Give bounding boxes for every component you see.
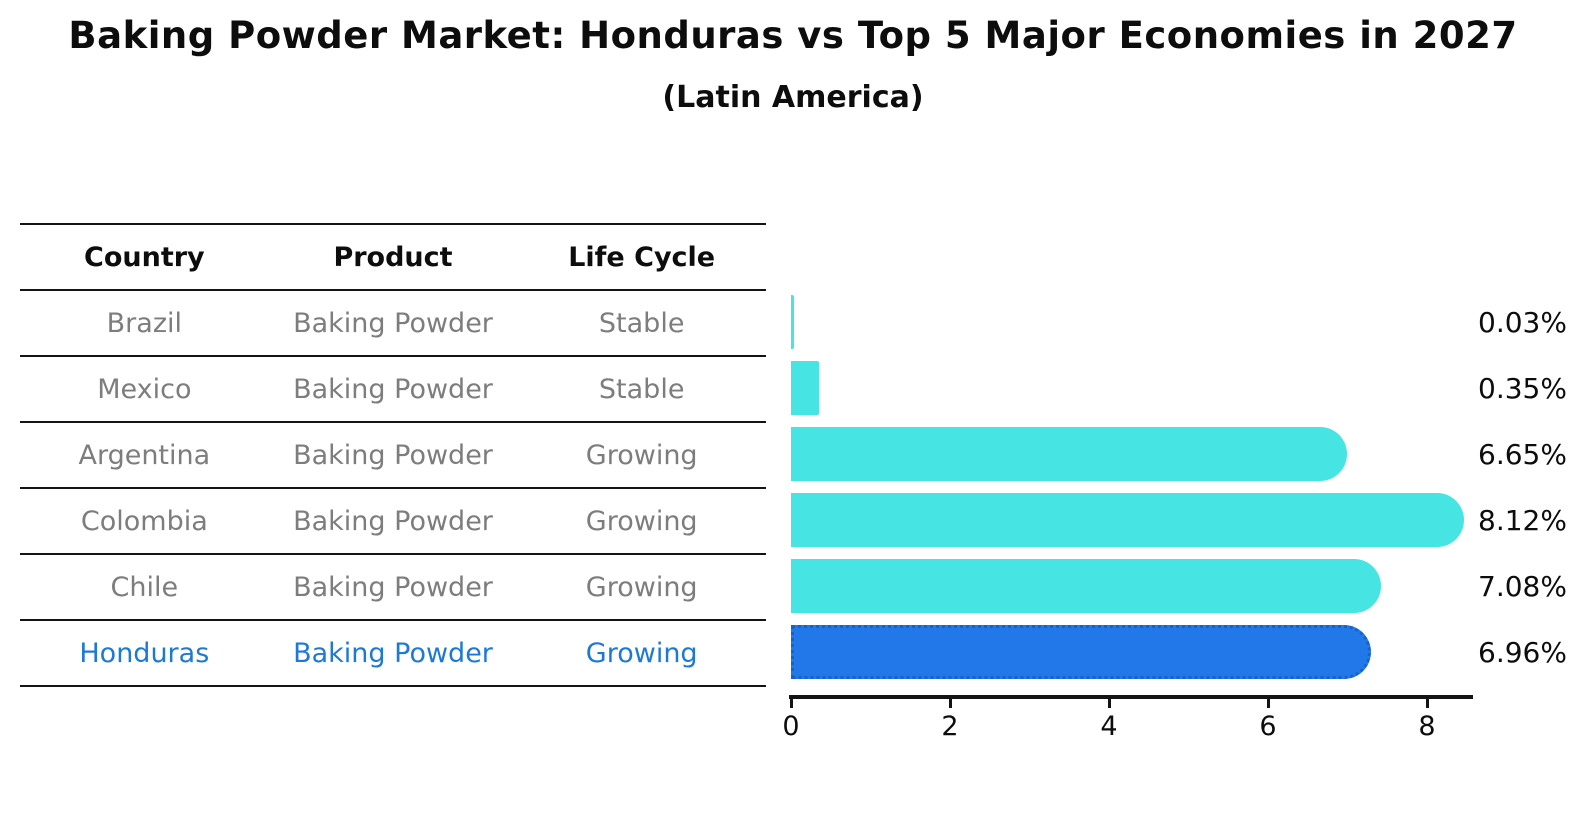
cell-country: Honduras (79, 637, 210, 669)
x-axis-tick-label: 8 (1418, 711, 1436, 742)
x-axis-tick (948, 699, 952, 708)
cell-lifecycle: Stable (598, 373, 685, 405)
table-row-chile: Chile Baking Powder Growing (20, 555, 766, 621)
value-label-honduras: 6.96% (1478, 635, 1567, 669)
bar-argentina (791, 427, 1347, 481)
bar-honduras (791, 625, 1372, 679)
cell-product: Baking Powder (293, 439, 493, 471)
value-label-argentina: 6.65% (1478, 437, 1567, 471)
chart-title: Baking Powder Market: Honduras vs Top 5 … (68, 14, 1518, 57)
bar-chile (791, 559, 1381, 613)
cell-country: Mexico (97, 373, 192, 405)
table-header-lifecycle: Life Cycle (568, 241, 716, 273)
value-label-chile: 7.08% (1478, 569, 1567, 603)
table-row-mexico: Mexico Baking Powder Stable (20, 357, 766, 423)
x-axis-tick (1266, 699, 1270, 708)
table-row-honduras: Honduras Baking Powder Growing (20, 621, 766, 687)
cell-lifecycle: Growing (585, 439, 698, 471)
table-header-country: Country (84, 241, 205, 273)
table-row-colombia: Colombia Baking Powder Growing (20, 489, 766, 555)
x-axis-line (789, 695, 1473, 699)
cell-product: Baking Powder (293, 505, 493, 537)
x-axis-tick (1425, 699, 1429, 708)
table-header-row: Country Product Life Cycle (20, 225, 766, 291)
x-axis-tick-label: 2 (941, 711, 959, 742)
comparison-table: Country Product Life Cycle Brazil Baking… (20, 223, 766, 687)
x-axis-tick-label: 4 (1100, 711, 1118, 742)
table-row-brazil: Brazil Baking Powder Stable (20, 291, 766, 357)
bar-colombia (791, 493, 1464, 547)
value-label-brazil: 0.03% (1478, 305, 1567, 339)
cell-lifecycle: Growing (585, 637, 698, 669)
x-axis-tick-label: 6 (1259, 711, 1277, 742)
bar-mexico (791, 361, 819, 415)
cell-product: Baking Powder (293, 637, 493, 669)
cell-country: Brazil (106, 307, 183, 339)
cell-product: Baking Powder (293, 571, 493, 603)
x-axis-tick-label: 0 (782, 711, 800, 742)
cell-product: Baking Powder (293, 373, 493, 405)
table-header-product: Product (333, 241, 453, 273)
cell-lifecycle: Stable (598, 307, 685, 339)
cell-lifecycle: Growing (585, 571, 698, 603)
chart-subtitle: (Latin America) (662, 80, 924, 115)
bar-brazil (791, 295, 794, 349)
cell-lifecycle: Growing (585, 505, 698, 537)
cell-country: Argentina (78, 439, 211, 471)
cell-country: Colombia (80, 505, 208, 537)
x-axis-tick (789, 699, 793, 708)
x-axis-tick (1107, 699, 1111, 708)
value-label-mexico: 0.35% (1478, 371, 1567, 405)
cell-product: Baking Powder (293, 307, 493, 339)
cell-country: Chile (110, 571, 179, 603)
table-row-argentina: Argentina Baking Powder Growing (20, 423, 766, 489)
value-label-colombia: 8.12% (1478, 503, 1567, 537)
